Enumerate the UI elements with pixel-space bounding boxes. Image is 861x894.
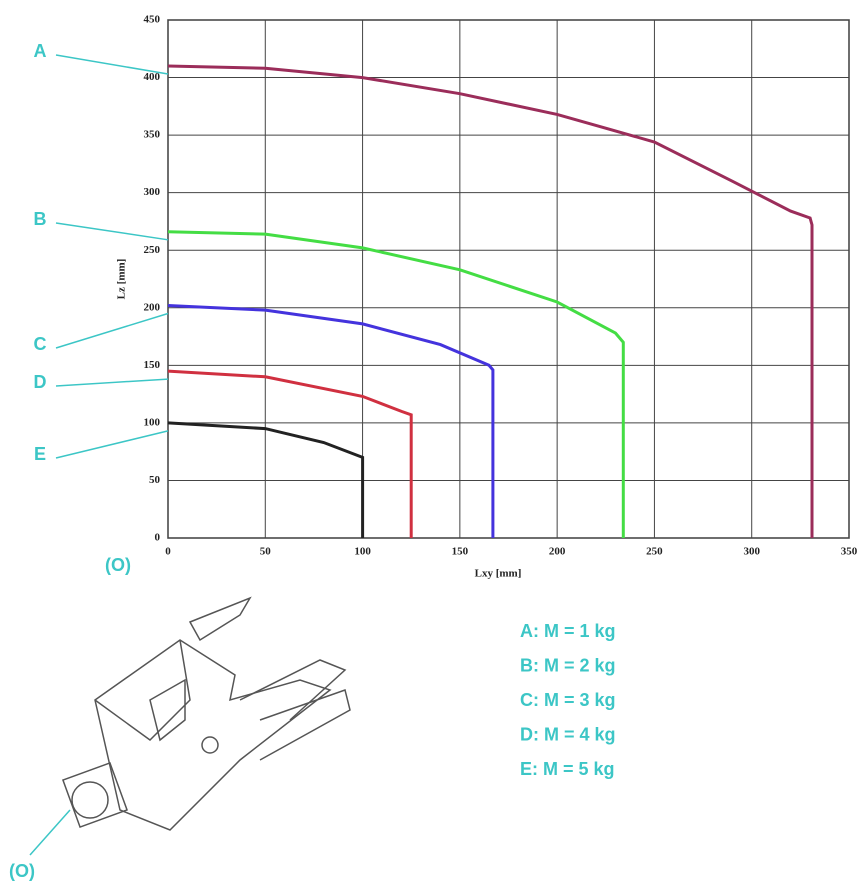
x-tick-label: 200: [549, 546, 566, 558]
curve-label: A: [34, 41, 47, 61]
leader-line: [56, 379, 168, 386]
x-tick-label: 350: [841, 546, 858, 558]
x-tick-label: 50: [260, 546, 272, 558]
legend-entry: A: M = 1 kg: [520, 621, 616, 641]
y-axis-label: Lz [mm]: [116, 259, 128, 300]
y-tick-label: 450: [144, 14, 161, 26]
series-line: [168, 66, 812, 538]
x-tick-label: 0: [165, 546, 171, 558]
series-line: [168, 306, 493, 539]
chart: Lxy [mm] Lz [mm] (O) (O) 0 50 100 150 200 250…: [0, 0, 861, 889]
x-tick-label: 150: [452, 546, 469, 558]
curve-label: E: [34, 444, 46, 464]
curve-label: B: [34, 209, 47, 229]
y-tick-label: 0: [155, 532, 161, 544]
y-tick-label: 100: [144, 416, 161, 428]
x-axis-label: Lxy [mm]: [475, 568, 522, 580]
leader-line: [56, 223, 168, 240]
curve-label: D: [34, 372, 47, 392]
y-tick-label: 250: [144, 244, 161, 256]
legend-entry: E: M = 5 kg: [520, 759, 615, 779]
plot-frame: [168, 20, 849, 538]
x-tick-label: 100: [354, 546, 371, 558]
leader-line: [56, 55, 168, 74]
origin-label: (O): [9, 861, 35, 881]
y-tick-label: 200: [144, 301, 161, 313]
y-tick-label: 300: [144, 186, 161, 198]
legend-entry: B: M = 2 kg: [520, 655, 616, 675]
y-tick-label: 150: [144, 359, 161, 371]
x-tick-label: 300: [743, 546, 760, 558]
y-tick-label: 350: [144, 129, 161, 141]
legend-entry: C: M = 3 kg: [520, 690, 616, 710]
series-line: [168, 232, 623, 538]
x-tick-label: 250: [646, 546, 663, 558]
origin-label: (O): [105, 555, 131, 575]
leader-line: [56, 313, 168, 348]
legend-entry: D: M = 4 kg: [520, 724, 616, 744]
series-line: [168, 371, 411, 538]
y-tick-label: 50: [149, 474, 161, 486]
robot-illustration: [30, 598, 350, 855]
curve-label: C: [34, 334, 47, 354]
leader-line: [56, 431, 168, 458]
